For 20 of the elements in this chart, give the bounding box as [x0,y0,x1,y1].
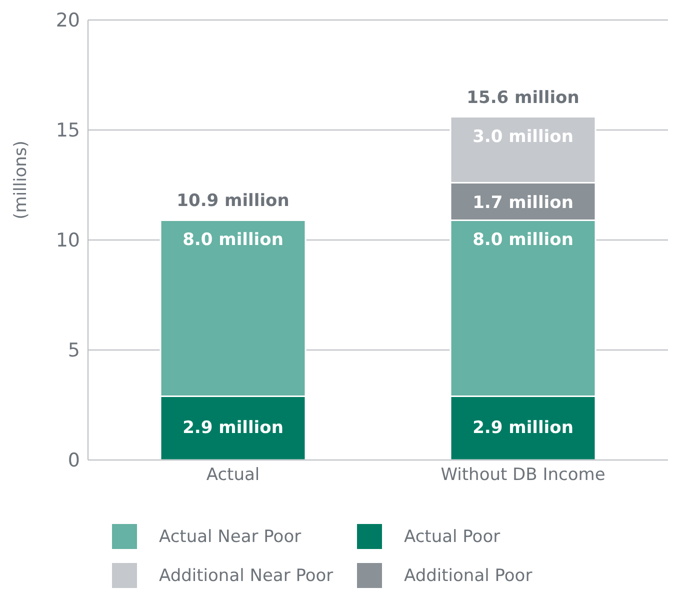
y-tick-label: 5 [68,340,80,362]
y-tick-label: 0 [68,450,80,472]
legend-label: Actual Near Poor [159,526,302,546]
y-axis-title: (millions) [11,140,32,220]
legend-label: Actual Poor [404,526,500,546]
data-label: 2.9 million [182,418,284,438]
data-label: 1.7 million [472,192,574,213]
x-tick-label: Actual [206,465,260,486]
data-label: 8.0 million [182,230,284,250]
legend-label: Additional Near Poor [159,566,334,586]
y-tick-label: 10 [56,230,80,252]
total-label: 15.6 million [466,88,580,108]
data-label: 2.9 million [472,418,574,438]
data-label: 3.0 million [472,126,574,147]
y-tick-label: 15 [56,120,80,142]
x-tick-label: Without DB Income [440,465,606,486]
legend-label: Additional Poor [404,566,532,586]
y-tick-label: 20 [56,10,80,32]
total-label: 10.9 million [176,191,290,212]
data-label: 8.0 million [472,230,574,250]
